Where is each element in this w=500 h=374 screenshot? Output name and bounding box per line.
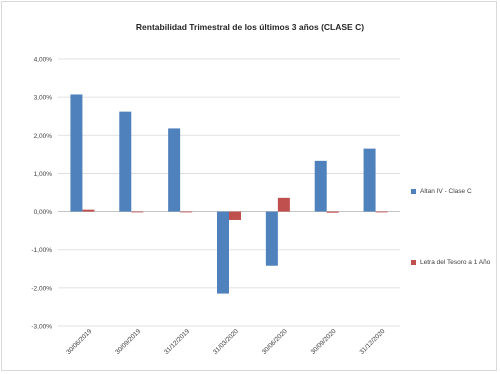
bar-letra [326,211,339,213]
bar-letra [131,211,144,213]
bar-letra [82,209,95,212]
legend-label-altan: Altan IV - Clase C [420,188,472,195]
y-tick-label: -1,00% [31,247,52,254]
bar-altan [363,148,376,212]
x-tick-label: 31/12/2019 [163,328,191,356]
legend-swatch-altan [411,189,416,194]
bar-altan [265,211,278,266]
bar-altan [119,111,132,212]
legend-label-letra: Letra del Tesoro a 1 Año [420,259,491,266]
bar-altan [314,160,327,212]
chart-title: Rentabilidad Trimestral de los últimos 3… [135,22,365,32]
bar-letra [180,211,193,213]
y-tick-label: 0,00% [34,209,53,216]
y-tick-label: 3,00% [34,95,53,102]
bar-altan [70,94,83,212]
x-tick-label: 31/03/2020 [212,328,240,356]
y-tick-label: -3,00% [31,324,52,331]
x-tick-label: 30/09/2020 [310,328,338,356]
bar-letra [277,197,290,212]
bar-letra [375,211,388,213]
bar-altan [217,211,229,294]
y-tick-label: 2,00% [34,133,53,140]
x-tick-label: 30/09/2019 [114,328,142,356]
y-tick-label: -2,00% [31,285,52,292]
y-tick-label: 4,00% [34,57,53,64]
x-tick-label: 31/12/2020 [359,328,387,356]
x-tick-label: 30/06/2020 [261,328,289,356]
legend-swatch-letra [411,260,416,265]
y-tick-label: 1,00% [34,171,53,178]
legend-item-altan: Altan IV - Clase C [411,187,493,196]
bar-altan [168,128,181,212]
bar-letra [229,211,241,220]
x-tick-label: 30/06/2019 [65,328,93,356]
legend-item-letra: Letra del Tesoro a 1 Año [411,258,493,267]
